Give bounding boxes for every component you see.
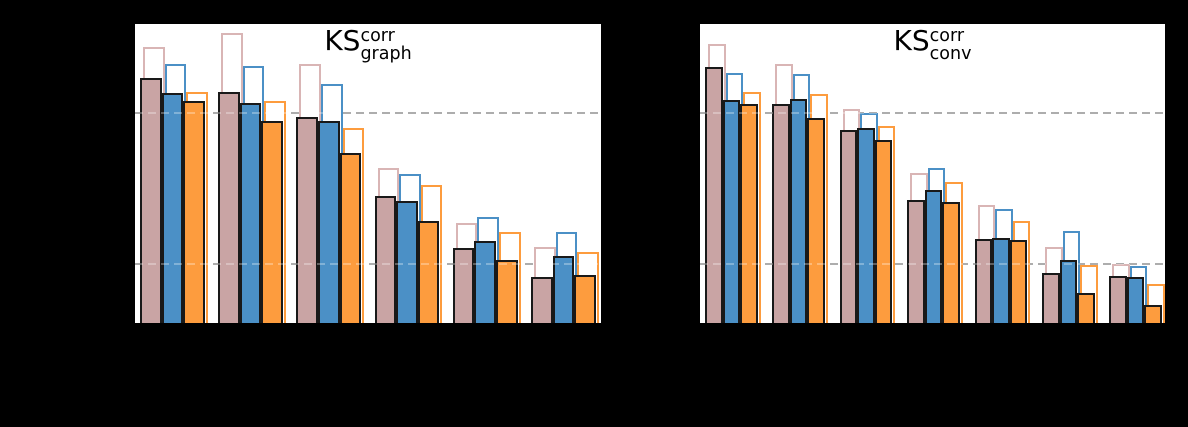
bar-orange-filled <box>339 153 362 323</box>
bar-blue-filled <box>552 256 575 323</box>
bar-mauve-filled <box>1042 273 1060 323</box>
title-base: KS <box>324 24 361 57</box>
bar-orange-filled <box>874 140 893 323</box>
panel-ks-graph: KS corr graph <box>133 22 603 325</box>
dashed-gridline <box>135 262 601 265</box>
bar-orange-filled <box>807 118 825 323</box>
bar-mauve-filled <box>531 277 553 323</box>
bar-blue-filled <box>857 128 875 323</box>
bar-mauve-filled <box>452 248 475 323</box>
title-superscript: corr <box>929 26 965 46</box>
bar-blue-filled <box>789 99 808 323</box>
title-subscript: graph <box>360 44 412 65</box>
dashed-gridline-overlay <box>135 111 601 114</box>
bar-orange-filled <box>942 202 960 323</box>
bar-blue-filled <box>1126 277 1145 323</box>
title-scripts: corr conv <box>930 27 972 64</box>
bar-orange-filled <box>496 260 518 323</box>
bar-orange-filled <box>1077 293 1095 323</box>
bar-mauve-filled <box>705 67 723 323</box>
bar-blue-filled <box>161 93 184 323</box>
dashed-gridline-overlay <box>700 262 1165 265</box>
bar-mauve-filled <box>140 78 162 323</box>
panel-ks-conv: KS corr conv <box>698 22 1167 325</box>
dashed-gridline-overlay <box>700 111 1165 114</box>
bar-blue-filled <box>924 190 943 323</box>
bar-mauve-filled <box>772 104 790 323</box>
panel-title: KS corr conv <box>893 24 972 64</box>
bar-blue-filled <box>1059 260 1077 323</box>
title-base: KS <box>893 24 930 57</box>
bar-mauve-filled <box>218 92 240 323</box>
bar-blue-filled <box>474 241 496 323</box>
dashed-gridline-overlay <box>135 262 601 265</box>
title-superscript: corr <box>360 26 395 46</box>
title-scripts: corr graph <box>360 27 411 64</box>
bar-blue-filled <box>396 201 418 323</box>
bar-orange-filled <box>183 101 205 323</box>
plot-area <box>135 24 601 323</box>
bar-mauve-filled <box>1109 276 1127 323</box>
bar-mauve-filled <box>296 117 318 323</box>
bar-orange-filled <box>261 121 283 323</box>
bar-orange-filled <box>740 104 758 323</box>
bar-blue-filled <box>318 121 340 323</box>
bar-mauve-filled <box>839 130 858 323</box>
bar-orange-filled <box>1009 240 1028 323</box>
bar-blue-filled <box>239 103 262 323</box>
bar-mauve-filled <box>974 239 993 323</box>
bar-mauve-filled <box>907 200 925 323</box>
bar-blue-filled <box>722 100 740 323</box>
bar-orange-filled <box>417 221 440 323</box>
bar-mauve-filled <box>374 196 397 323</box>
title-subscript: conv <box>929 44 972 65</box>
plot-area <box>700 24 1165 323</box>
dashed-gridline <box>135 111 601 114</box>
bar-orange-filled <box>1144 305 1162 323</box>
bar-blue-filled <box>992 238 1010 323</box>
dashed-gridline <box>700 111 1165 114</box>
bar-orange-filled <box>574 275 596 323</box>
panel-title: KS corr graph <box>324 24 411 64</box>
